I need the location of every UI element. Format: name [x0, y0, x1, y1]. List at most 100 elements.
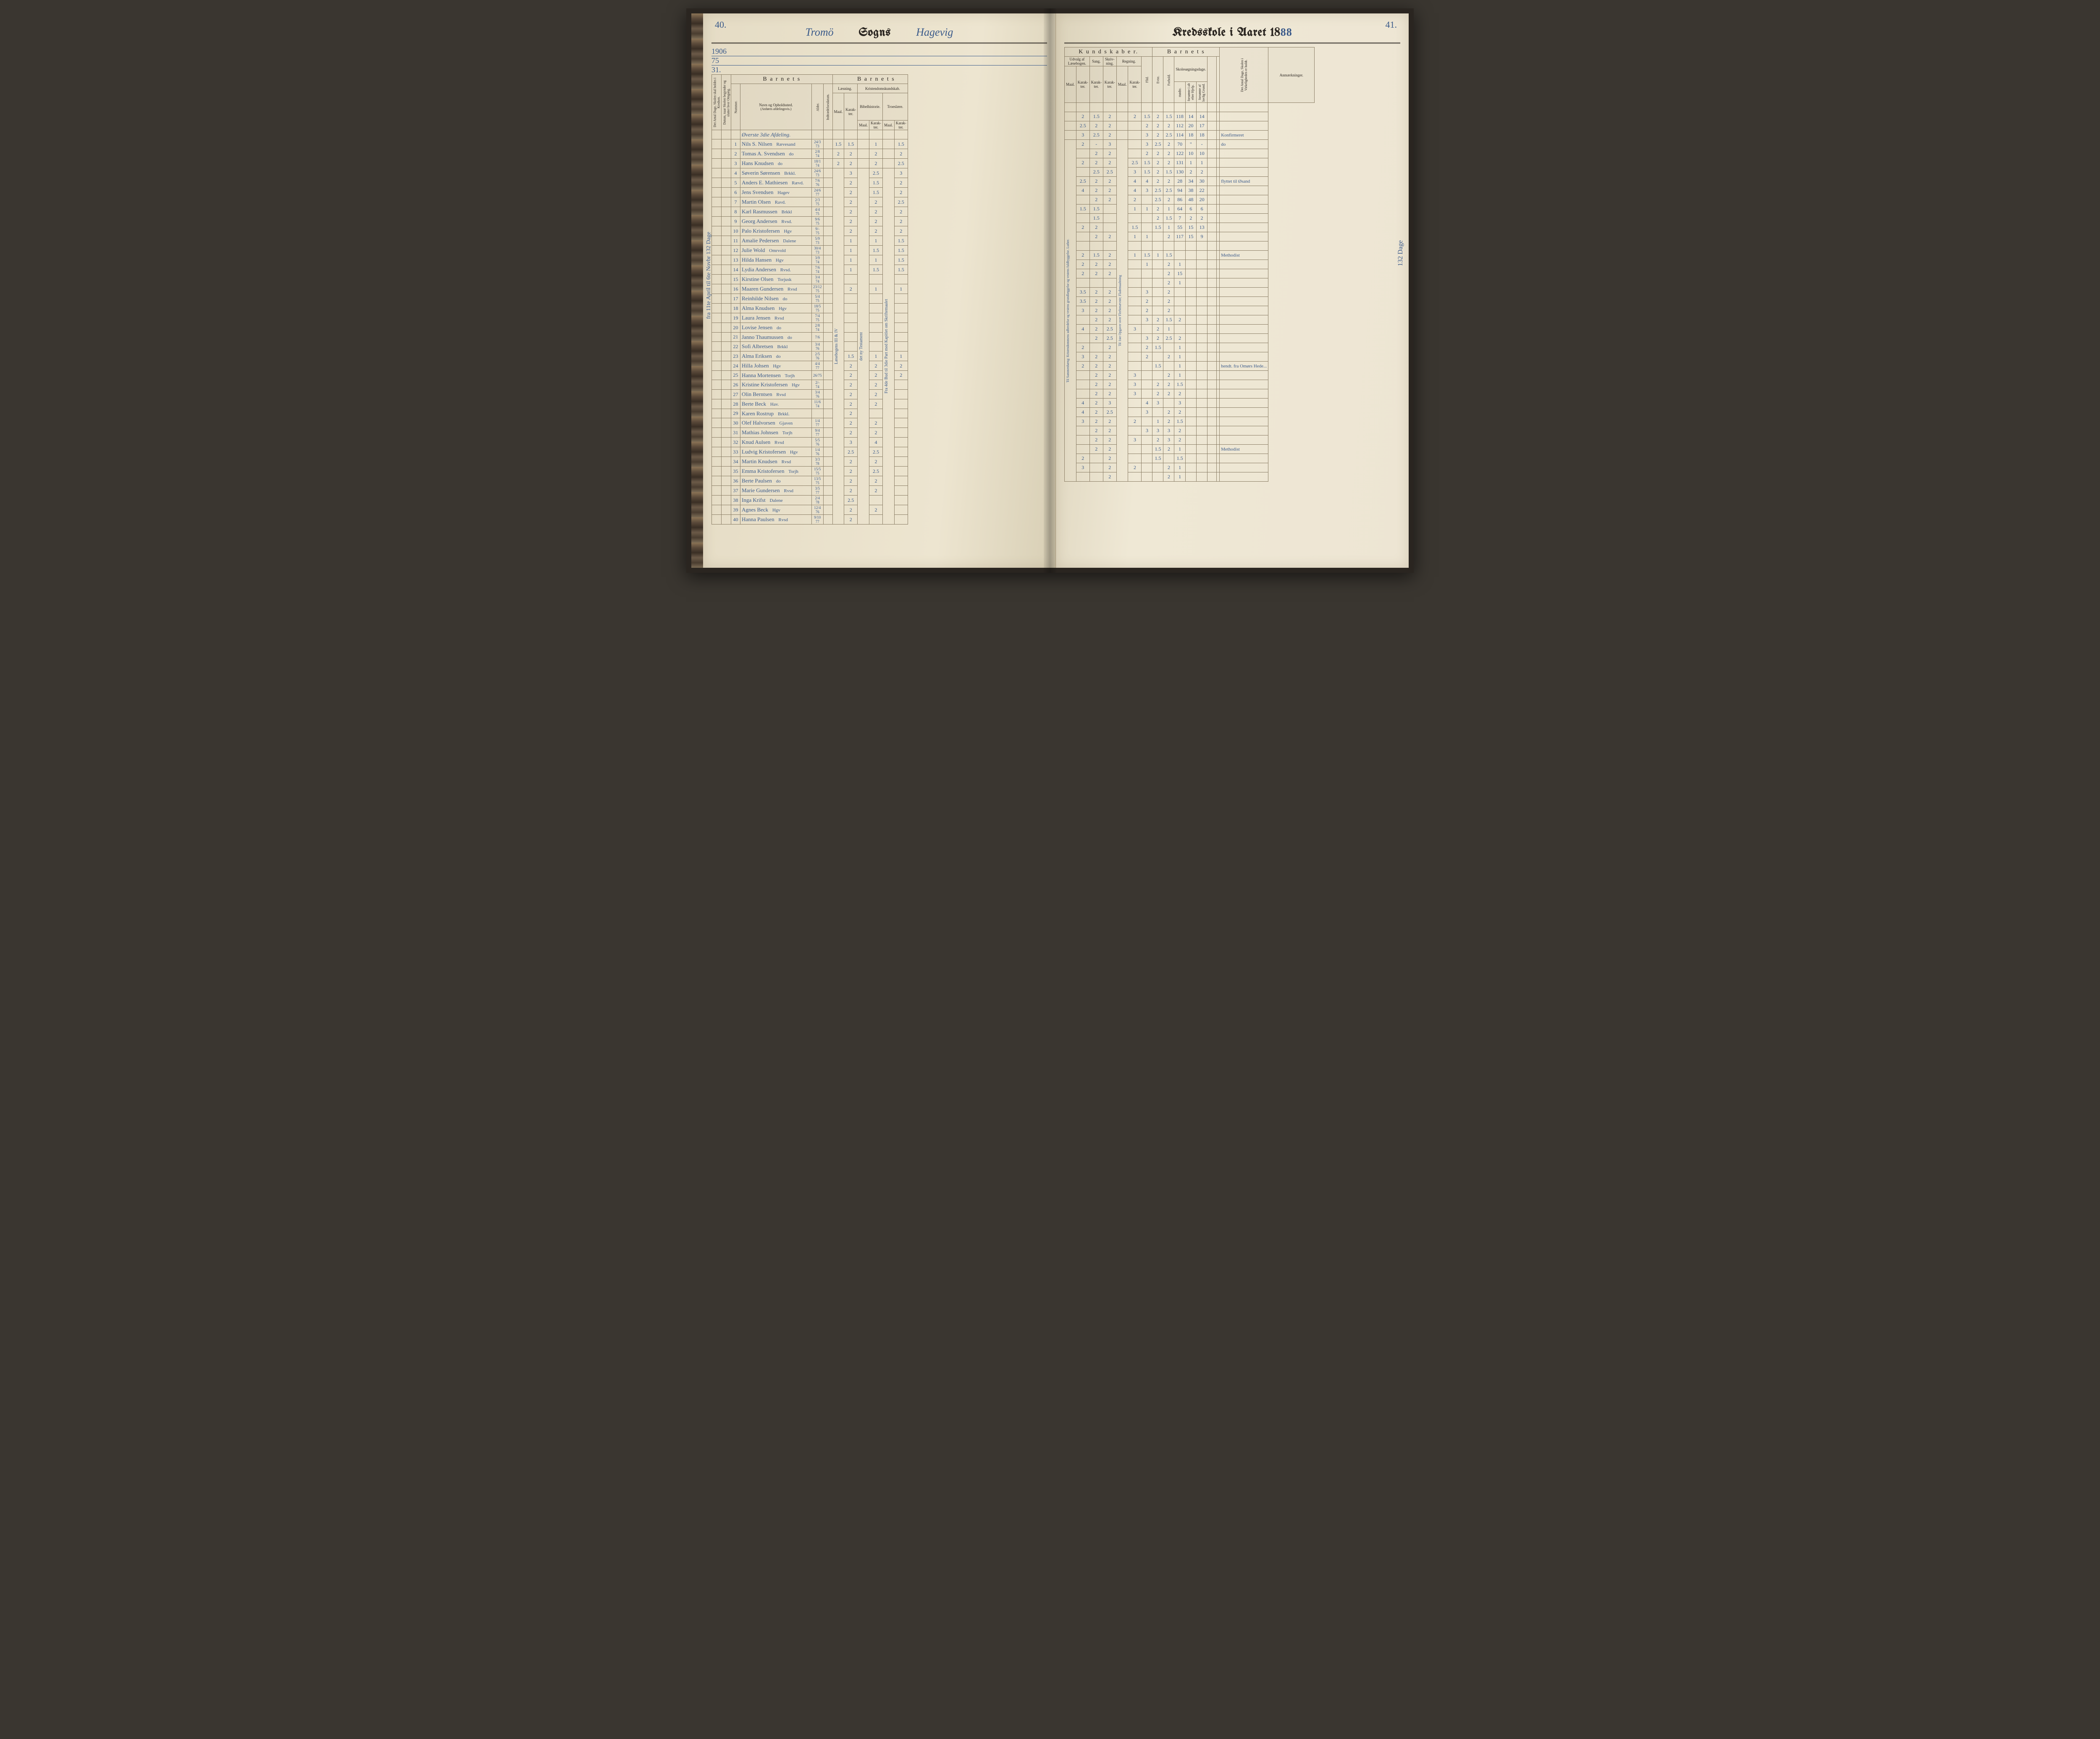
hdr-navn-txt: Navn og Opholdssted. [742, 103, 810, 107]
hdr-skolesog: Skolesøgningsdage. [1174, 57, 1208, 82]
hdr-r-kar: Karak- ter. [1128, 66, 1142, 103]
remark [1220, 121, 1268, 131]
table-row: 2222.51.52213111 [1065, 158, 1315, 168]
age: 9/10 77 [812, 515, 824, 525]
hdr-u-maal: Maal. [1065, 66, 1076, 103]
table-row: 221 [1065, 472, 1315, 482]
table-row: 33Ludvig Kristofersen Hgv1/4 762.52.5 [712, 447, 908, 457]
table-row: 32221 [1065, 463, 1315, 472]
student-name: Hilla Johsen Hgv [740, 361, 812, 371]
student-name: Palo Kristofersen Hgv [740, 226, 812, 236]
hdr-navn-sub: (Anføres afdelingsvis.) [742, 107, 810, 111]
hdr-barnets-3: B a r n e t s [1152, 47, 1220, 57]
table-row: 422.5321 [1065, 325, 1315, 334]
row-number: 19 [731, 313, 740, 323]
age: 2/8 74 [812, 323, 824, 333]
attended: 1 [1174, 278, 1185, 288]
remark [1220, 334, 1268, 343]
age: 24/6 77 [812, 188, 824, 197]
table-row: 30Olef Halvorsen Gjaven1/4 7722 [712, 418, 908, 428]
left-title-row: Tromö Sogns Hagevig [711, 26, 1047, 39]
table-row: 1Nils S. Nilsen Rævesand24/3 731.51.511.… [712, 139, 908, 149]
remark [1220, 399, 1268, 408]
remark [1220, 389, 1268, 399]
attended: 122 [1174, 149, 1185, 158]
calc-bot: 31. [711, 66, 1047, 74]
hdr-t-maal: Maal. [882, 121, 894, 130]
table-row: 24Hilla Johsen Hgv4/4 77222 [712, 361, 908, 371]
remark: hendt. fra Omørs Hede... [1220, 362, 1268, 371]
attended: 28 [1174, 177, 1185, 186]
student-name: Alma Knudsen Hgv [740, 304, 812, 313]
student-name: Lovise Jensen do [740, 323, 812, 333]
table-row: 422.5322 [1065, 408, 1315, 417]
age: 2/- 74 [812, 380, 824, 390]
remark [1220, 371, 1268, 380]
attended: 2 [1174, 426, 1185, 435]
table-row [1065, 241, 1315, 251]
table-row: 13Hilda Hansen Hgv3/9 74111.5 [712, 255, 908, 265]
student-name: Knud Aulsen Rvsd [740, 438, 812, 447]
attended: 2 [1174, 435, 1185, 445]
table-row: 223221.5 [1065, 380, 1315, 389]
table-row: 423433 [1065, 399, 1315, 408]
age: 3/4 76 [812, 390, 824, 399]
table-row: 32222 [1065, 306, 1315, 315]
row-number: 29 [731, 409, 740, 418]
table-row: 34Martin Knudsen Rvsd3/3 7822 [712, 457, 908, 467]
attended: 131 [1174, 158, 1185, 168]
hdr-l-maal: Maal. [832, 93, 844, 130]
student-name: Anders E. Mathiesen Rævd. [740, 178, 812, 188]
marble-binding-left [691, 13, 703, 568]
age: 9/6 75 [812, 217, 824, 226]
hdr-sk-kar: Karak- ter. [1103, 66, 1116, 103]
age: 24/3 73 [812, 139, 824, 149]
table-row: 32.52322.51141818Konfirmeret [1065, 131, 1315, 140]
table-row: 19Laura Jensen Rvsd7/4 75 [712, 313, 908, 323]
remark [1220, 426, 1268, 435]
page-number-right: 41. [1386, 19, 1397, 30]
age: 7/6 76 [812, 178, 824, 188]
department-row-r [1065, 103, 1315, 112]
table-row: 29Karen Rostrup Brkkl.2 [712, 409, 908, 418]
left-page: 40. Tromö Sogns Hagevig fra 11te April t… [703, 13, 1056, 568]
attended: 1 [1174, 445, 1185, 454]
remark [1220, 112, 1268, 121]
student-name: Ludvig Kristofersen Hgv [740, 447, 812, 457]
age: 3/9 74 [812, 255, 824, 265]
student-name: Jens Svendsen Hagev [740, 188, 812, 197]
remark [1220, 269, 1268, 278]
remark [1220, 149, 1268, 158]
row-number: 5 [731, 178, 740, 188]
row-number: 37 [731, 486, 740, 496]
age: 5/9 73 [812, 236, 824, 246]
student-name: Hans Knudsen do [740, 159, 812, 168]
hdr-sa-kar: Karak- ter. [1089, 66, 1103, 103]
age: 5/4 75 [812, 294, 824, 304]
attended: 64 [1174, 205, 1185, 214]
table-row: 28Berte Beck Hav.11/6 7422 [712, 399, 908, 409]
hdr-forhold: Forhold. [1163, 57, 1174, 103]
student-name: Alma Eriksen do [740, 351, 812, 361]
table-row: 223232 [1065, 435, 1315, 445]
hdr-navn: Navn og Opholdssted. (Anføres afdelingsv… [740, 84, 812, 130]
margin-days-right: 132 Dage [1397, 240, 1404, 266]
row-number: 30 [731, 418, 740, 428]
hdr-modte: mødte. [1174, 82, 1185, 103]
age: 4/4 77 [812, 361, 824, 371]
table-row: 32Knud Aulsen Rvsd5/5 7634 [712, 438, 908, 447]
row-number: 24 [731, 361, 740, 371]
row-number: 3 [731, 159, 740, 168]
student-name: Laura Jensen Rvsd [740, 313, 812, 323]
row-number: 16 [731, 284, 740, 294]
table-row: 10Palo Kristofersen Hgv9/- 75222 [712, 226, 908, 236]
row-number: 13 [731, 255, 740, 265]
age: 2/5 76 [812, 351, 824, 361]
hdr-barnets-1: B a r n e t s [731, 75, 833, 84]
table-row: 3Hans Knudsen do18/1 742222.5 [712, 159, 908, 168]
attended: 3 [1174, 399, 1185, 408]
sogns-label: Sogns [859, 27, 891, 39]
table-row: 25Hanna Mortensen Torjh26/75222 [712, 371, 908, 380]
remark [1220, 463, 1268, 472]
student-name: Agnes Beck Hgv [740, 505, 812, 515]
